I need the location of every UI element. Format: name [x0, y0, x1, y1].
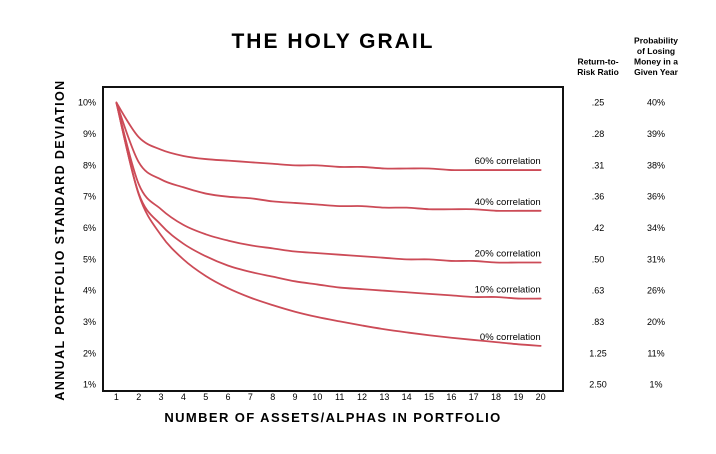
x-tick-label: 2	[136, 392, 141, 402]
y-tick-label: 7%	[83, 192, 96, 202]
table-cell: 20%	[647, 317, 665, 327]
x-axis-label: NUMBER OF ASSETS/ALPHAS IN PORTFOLIO	[164, 410, 501, 425]
y-axis-label: ANNUAL PORTFOLIO STANDARD DEVIATION	[53, 79, 67, 400]
x-tick-label: 9	[293, 392, 298, 402]
x-axis-ticks: 1 2 3 4 5 6 7 8 9 10 11 12 13 14 15 16 17 18 19 20	[114, 392, 546, 402]
series-labels: 60% correlation 40% correlation 20% correl…	[475, 156, 541, 343]
x-tick-label: 19	[513, 392, 523, 402]
y-axis-ticks: 1% 2% 3% 4% 5% 6% 7% 8% 9% 10%	[78, 98, 96, 390]
x-tick-label: 15	[424, 392, 434, 402]
series-lines	[115, 101, 542, 347]
x-tick-label: 8	[270, 392, 275, 402]
x-tick-label: 12	[357, 392, 367, 402]
table-header-line: of Losing	[637, 46, 675, 56]
table-header-line: Risk Ratio	[577, 67, 619, 77]
table-cell: .83	[592, 317, 605, 327]
table-cell: .36	[592, 192, 605, 202]
plot-frame	[102, 86, 564, 392]
series-line-60-correlation	[115, 101, 542, 172]
series-label: 0% correlation	[480, 332, 541, 343]
table-cell: .31	[592, 160, 605, 170]
x-tick-label: 4	[181, 392, 186, 402]
table-cell: 2.50	[589, 380, 607, 390]
table-cell: .25	[592, 98, 605, 108]
y-tick-label: 4%	[83, 286, 96, 296]
table-cell: .50	[592, 254, 605, 264]
table-header-line: Probability	[634, 36, 678, 46]
side-table: Return-to-Risk Ratio .25 .28 .31 .36 .42 .50 .6…	[577, 36, 678, 390]
x-tick-label: 16	[446, 392, 456, 402]
table-header-line: Given Year	[634, 67, 678, 77]
series-label: 10% correlation	[475, 285, 541, 296]
chart-title: THE HOLY GRAIL	[231, 30, 434, 53]
table-cell: 39%	[647, 129, 665, 139]
x-tick-label: 7	[248, 392, 253, 402]
y-tick-label: 1%	[83, 380, 96, 390]
x-tick-label: 6	[226, 392, 231, 402]
x-tick-label: 13	[379, 392, 389, 402]
table-header-line: Money in a	[634, 57, 678, 67]
x-tick-label: 11	[335, 392, 344, 402]
table-cell: .63	[592, 286, 605, 296]
x-tick-label: 3	[159, 392, 164, 402]
y-tick-label: 6%	[83, 223, 96, 233]
x-tick-label: 1	[114, 392, 119, 402]
y-tick-label: 5%	[83, 254, 96, 264]
y-tick-label: 2%	[83, 348, 96, 358]
series-label: 20% correlation	[475, 249, 541, 260]
table-cell: 1%	[649, 380, 662, 390]
table-cell: 40%	[647, 98, 665, 108]
series-line-10-correlation	[115, 101, 542, 300]
x-tick-label: 18	[491, 392, 501, 402]
table-cell: 26%	[647, 286, 665, 296]
y-tick-label: 9%	[83, 129, 96, 139]
table-cell: 36%	[647, 192, 665, 202]
table-cell: 38%	[647, 160, 665, 170]
table-cell: .28	[592, 129, 605, 139]
table-cell: 11%	[647, 348, 664, 358]
x-tick-label: 20	[536, 392, 546, 402]
table-cell: .42	[592, 223, 605, 233]
table-cell: 34%	[647, 223, 665, 233]
x-tick-label: 17	[469, 392, 479, 402]
table-cell: 1.25	[589, 348, 607, 358]
series-line-40-correlation	[115, 101, 542, 212]
y-tick-label: 3%	[83, 317, 96, 327]
y-tick-label: 8%	[83, 160, 96, 170]
x-tick-label: 10	[312, 392, 322, 402]
x-tick-label: 14	[402, 392, 412, 402]
series-label: 60% correlation	[475, 156, 541, 167]
y-tick-label: 10%	[78, 98, 96, 108]
series-line-20-correlation	[115, 101, 542, 264]
table-header-line: Return-to-	[577, 57, 618, 67]
x-tick-label: 5	[203, 392, 208, 402]
table-cell: 31%	[647, 254, 665, 264]
series-label: 40% correlation	[475, 197, 541, 208]
series-line-0-correlation	[115, 101, 542, 347]
